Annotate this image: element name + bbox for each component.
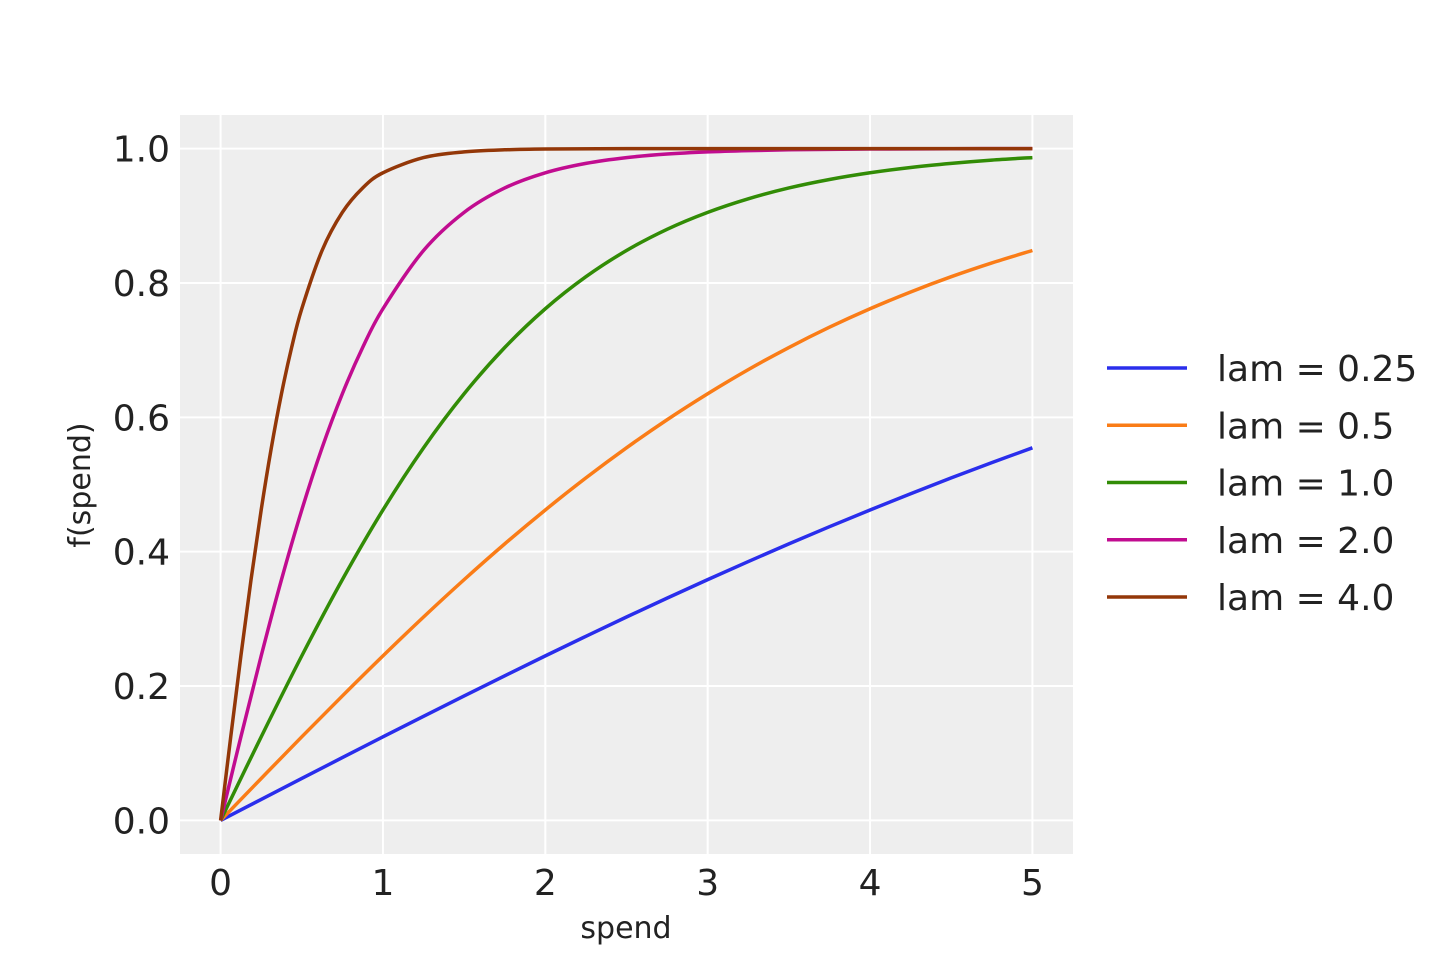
y-tick-label: 0.6: [113, 398, 170, 439]
x-tick-label: 3: [696, 863, 719, 904]
x-axis-label: spend: [580, 911, 671, 946]
series-line-2: [219, 155, 1033, 822]
series-lines: [218, 146, 1034, 822]
y-tick-label: 0.2: [113, 667, 170, 708]
tick-labels: 0 1 2 3 4 5 0.0 0.2 0.4 0.6 0.8 1.0: [113, 130, 1044, 904]
y-tick-label: 1.0: [113, 130, 170, 171]
series-line-4: [218, 146, 1033, 821]
x-tick-label: 4: [859, 863, 882, 904]
y-axis-label: f(spend): [63, 422, 98, 547]
grid: [180, 115, 1073, 854]
y-tick-label: 0.8: [113, 264, 170, 305]
legend-label: lam = 2.0: [1217, 521, 1394, 562]
legend-label: lam = 0.25: [1217, 349, 1417, 390]
series-line-0: [219, 446, 1034, 822]
legend-label: lam = 4.0: [1217, 578, 1394, 619]
legend-label: lam = 0.5: [1217, 406, 1394, 447]
legend-label: lam = 1.0: [1217, 464, 1394, 505]
y-tick-label: 0.0: [113, 801, 170, 842]
x-tick-label: 1: [372, 863, 395, 904]
x-tick-label: 0: [209, 863, 232, 904]
legend: lam = 0.25 lam = 0.5 lam = 1.0 lam = 2.0 lam…: [1107, 349, 1417, 619]
x-tick-label: 2: [534, 863, 557, 904]
series-line-1: [219, 248, 1033, 822]
y-tick-label: 0.4: [113, 533, 170, 574]
x-tick-label: 5: [1021, 863, 1044, 904]
